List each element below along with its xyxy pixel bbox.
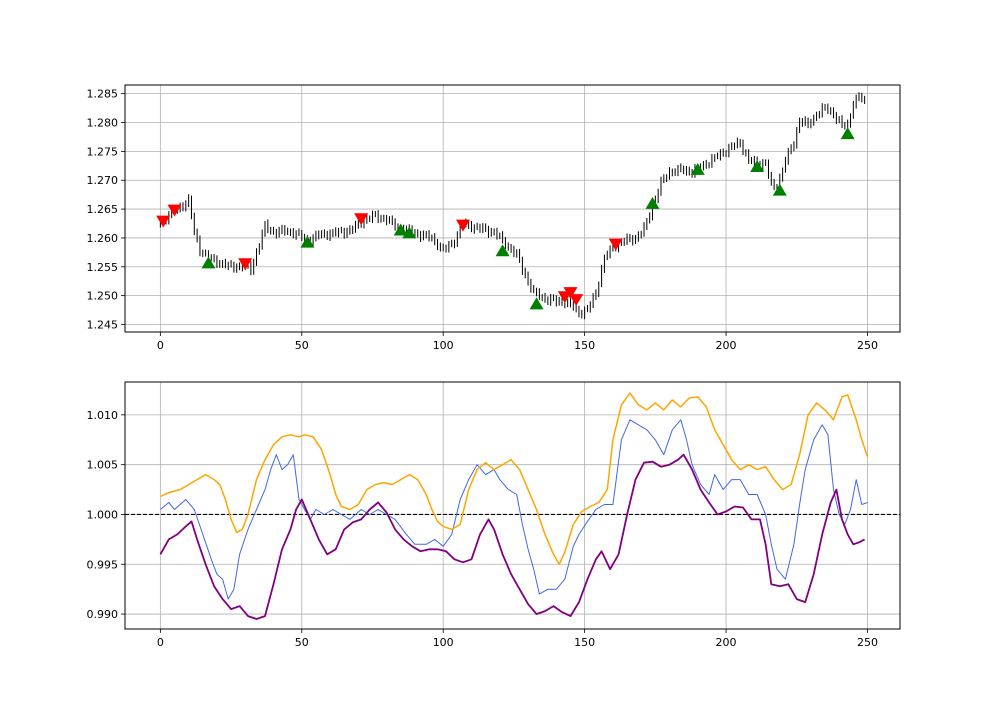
x-tick-label: 250 [857,636,878,649]
y-tick-label: 1.275 [87,145,119,158]
price-chart-panel: 0 50 100 150 200 250 1.245 1.250 1.255 1.260 1.265… [87,84,901,352]
y-tick-label: 1.005 [87,459,119,472]
x-tick-label: 0 [157,339,164,352]
sell-signal-marker [563,287,578,300]
x-tick-label: 0 [157,636,164,649]
buy-signal-marker [201,256,216,269]
y-tick-label: 1.285 [87,88,119,101]
sell-signal-marker [167,204,182,217]
axes-frame [124,381,901,630]
x-tick-label: 50 [295,339,309,352]
buy-signal-marker [690,162,705,175]
buy-signal-marker [393,223,408,236]
buy-signal-marker [402,226,417,239]
sell-signal-marker [238,258,253,271]
y-tick-label: 1.260 [87,232,119,245]
x-tick-label: 150 [574,636,595,649]
buy-signal-marker [750,160,765,172]
series-line-2 [159,453,866,620]
y-tick-label: 1.245 [87,318,119,331]
x-tick-label: 200 [716,636,737,649]
buy-signal-marker [772,183,787,196]
x-tick-label: 150 [574,339,595,352]
y-tick-label: 1.010 [87,409,119,422]
series-line-0 [160,419,868,600]
y-tick-label: 1.280 [87,117,119,130]
y-tick-label: 0.990 [87,608,119,621]
x-tick-label: 50 [295,636,309,649]
sell-signal-marker [456,219,471,232]
axes-frame [124,84,901,333]
sell-signal-marker [354,213,369,226]
buy-signal-marker [840,127,855,140]
x-tick-label: 250 [857,339,878,352]
y-tick-label: 1.250 [87,290,119,303]
sell-signal-marker [569,294,584,306]
x-tick-label: 100 [433,636,454,649]
x-tick-label: 200 [716,339,737,352]
sell-signals [156,204,623,306]
sell-signal-marker [156,215,171,228]
buy-signal-marker [300,235,315,248]
buy-signals [201,127,855,310]
buy-signal-marker [529,297,544,310]
y-tick-label: 1.255 [87,261,119,274]
y-tick-label: 0.995 [87,558,119,571]
indicator-chart-panel: 0 50 100 150 200 250 0.990 0.995 1.000 1.005 1.010 [87,381,901,649]
buy-signal-marker [645,197,660,209]
buy-signal-marker [495,244,510,257]
series-line-1 [160,392,869,566]
y-tick-label: 1.270 [87,174,119,187]
x-tick-label: 100 [433,339,454,352]
sell-signal-marker [608,238,623,251]
y-tick-label: 1.265 [87,203,119,216]
y-tick-label: 1.000 [87,508,119,521]
